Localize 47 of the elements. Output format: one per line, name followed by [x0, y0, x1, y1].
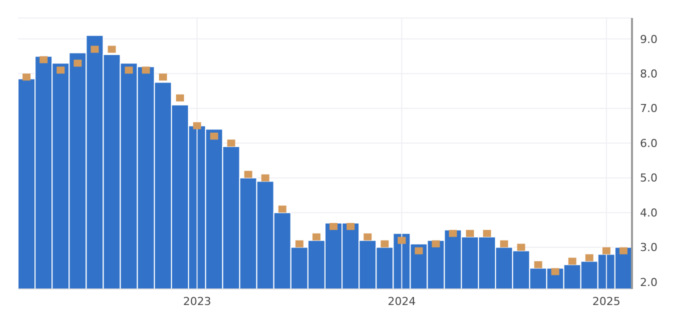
point — [500, 240, 508, 248]
point — [227, 140, 236, 147]
point — [380, 240, 389, 248]
y-tick-label: 5.0 — [640, 172, 658, 185]
point — [602, 247, 610, 254]
point — [414, 247, 423, 254]
point — [432, 240, 440, 248]
point — [466, 230, 474, 237]
y-tick-label: 2.0 — [640, 276, 658, 289]
x-tick-label: 2024 — [388, 294, 416, 308]
y-tick-label: 3.0 — [640, 241, 658, 254]
point — [534, 261, 542, 268]
y-tick-label: 6.0 — [640, 136, 658, 150]
point — [619, 247, 628, 254]
x-tick-label: 2025 — [592, 294, 620, 308]
point — [22, 74, 31, 81]
point — [551, 268, 560, 276]
point — [398, 236, 406, 244]
point — [193, 122, 202, 130]
point — [330, 222, 338, 230]
point — [56, 66, 65, 74]
point — [124, 66, 133, 74]
point — [261, 174, 270, 182]
point — [40, 56, 48, 64]
point — [158, 74, 167, 81]
point — [108, 46, 116, 53]
point — [278, 206, 286, 213]
point — [568, 258, 576, 265]
point — [90, 46, 99, 53]
y-tick-label: 8.0 — [640, 67, 658, 80]
point — [346, 222, 355, 230]
point — [483, 230, 492, 237]
y-tick-label: 9.0 — [640, 32, 658, 46]
y-tick-label: 4.0 — [640, 206, 658, 220]
x-tick-label: 2023 — [183, 294, 212, 308]
point — [295, 240, 304, 248]
point — [142, 66, 150, 74]
point — [312, 233, 320, 240]
point — [210, 132, 218, 140]
point — [364, 233, 372, 240]
point — [74, 60, 82, 67]
point — [176, 94, 184, 102]
point — [585, 254, 594, 262]
point — [517, 244, 526, 251]
y-tick-label: 7.0 — [640, 102, 658, 116]
point — [448, 230, 457, 237]
point — [244, 170, 252, 178]
